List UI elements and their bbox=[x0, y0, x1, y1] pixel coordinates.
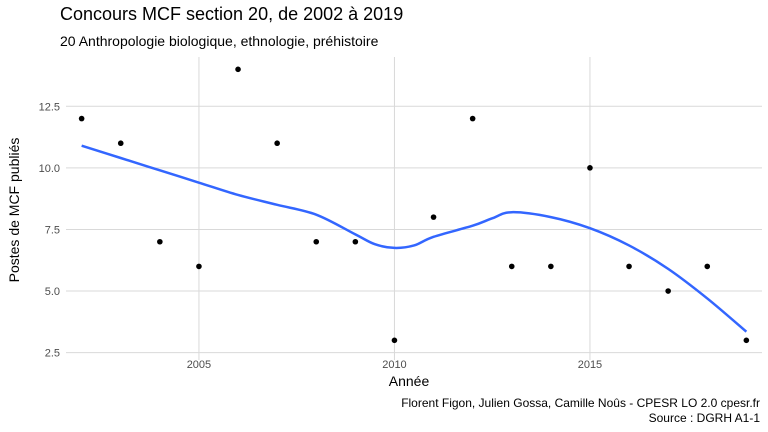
data-point bbox=[313, 238, 320, 245]
data-point bbox=[78, 115, 85, 122]
x-axis-label: Année bbox=[388, 373, 430, 389]
x-tick-label: 2005 bbox=[187, 359, 211, 371]
y-tick-label: 2.5 bbox=[45, 348, 60, 360]
data-point bbox=[352, 238, 359, 245]
data-point bbox=[117, 140, 124, 147]
axis-ticks: 2.5 5.0 7.5 10.0 12.5 2005 2010 2015 bbox=[39, 101, 603, 371]
caption-source: Source : DGRH A1-1 bbox=[648, 411, 760, 425]
grid-lines bbox=[66, 57, 762, 360]
loess-trend-line bbox=[81, 144, 748, 333]
data-point bbox=[430, 214, 437, 220]
trend-line bbox=[81, 144, 748, 333]
y-axis-label: Postes de MCF publiés bbox=[6, 137, 22, 283]
data-point bbox=[508, 263, 515, 270]
y-tick-label: 12.5 bbox=[39, 101, 60, 113]
caption: Florent Figon, Julien Gossa, Camille Noû… bbox=[401, 396, 760, 426]
y-tick-label: 7.5 bbox=[45, 224, 60, 236]
y-tick-label: 10.0 bbox=[39, 163, 60, 175]
data-points bbox=[78, 66, 750, 344]
chart-subtitle: 20 Anthropologie biologique, ethnologie,… bbox=[60, 33, 379, 49]
data-point bbox=[743, 337, 750, 344]
data-point bbox=[235, 66, 241, 73]
y-tick-label: 5.0 bbox=[45, 286, 60, 298]
data-point bbox=[391, 337, 398, 344]
data-point bbox=[469, 115, 476, 122]
data-point bbox=[196, 263, 202, 270]
data-point bbox=[587, 165, 593, 171]
chart-title: Concours MCF section 20, de 2002 à 2019 bbox=[60, 4, 404, 24]
data-point bbox=[665, 288, 671, 294]
x-tick-label: 2010 bbox=[382, 359, 406, 371]
data-point bbox=[274, 140, 280, 147]
data-point bbox=[548, 263, 554, 270]
data-point bbox=[704, 263, 711, 270]
caption-credits: Florent Figon, Julien Gossa, Camille Noû… bbox=[401, 396, 760, 410]
data-point bbox=[626, 263, 632, 270]
data-point bbox=[157, 238, 163, 245]
x-tick-label: 2015 bbox=[578, 359, 602, 371]
